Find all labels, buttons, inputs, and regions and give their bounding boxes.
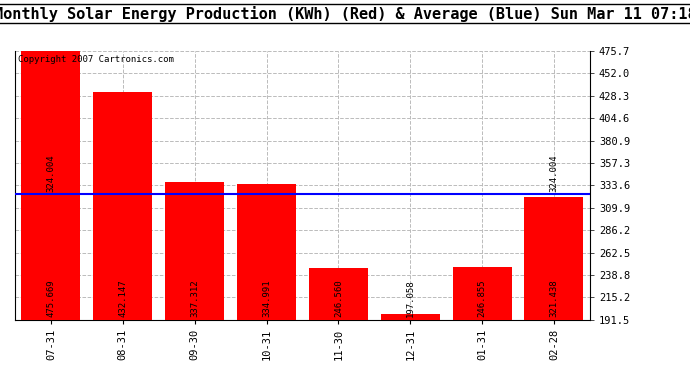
Text: 197.058: 197.058 bbox=[406, 279, 415, 317]
Bar bbox=[237, 184, 296, 320]
Text: 246.560: 246.560 bbox=[334, 279, 343, 317]
Text: 324.004: 324.004 bbox=[46, 155, 55, 192]
Text: Copyright 2007 Cartronics.com: Copyright 2007 Cartronics.com bbox=[18, 55, 174, 64]
Bar bbox=[21, 51, 81, 320]
Text: 246.855: 246.855 bbox=[477, 279, 486, 317]
Text: 475.669: 475.669 bbox=[46, 279, 55, 317]
Text: 432.147: 432.147 bbox=[118, 279, 127, 317]
Text: 321.438: 321.438 bbox=[549, 279, 558, 317]
Bar bbox=[453, 267, 511, 320]
Bar bbox=[381, 315, 440, 320]
Bar bbox=[93, 92, 152, 320]
Bar bbox=[524, 197, 584, 320]
Bar bbox=[309, 268, 368, 320]
Text: 324.004: 324.004 bbox=[549, 155, 558, 192]
Text: 334.991: 334.991 bbox=[262, 279, 271, 317]
Text: Monthly Solar Energy Production (KWh) (Red) & Average (Blue) Sun Mar 11 07:18: Monthly Solar Energy Production (KWh) (R… bbox=[0, 6, 690, 22]
Text: 337.312: 337.312 bbox=[190, 279, 199, 317]
Bar bbox=[165, 182, 224, 320]
